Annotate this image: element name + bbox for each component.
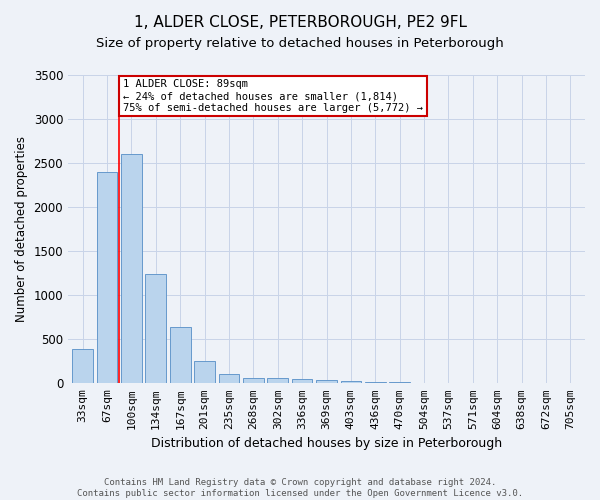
Bar <box>194 361 215 384</box>
Text: 1 ALDER CLOSE: 89sqm
← 24% of detached houses are smaller (1,814)
75% of semi-de: 1 ALDER CLOSE: 89sqm ← 24% of detached h… <box>123 80 423 112</box>
Bar <box>341 381 361 384</box>
Text: Contains HM Land Registry data © Crown copyright and database right 2024.
Contai: Contains HM Land Registry data © Crown c… <box>77 478 523 498</box>
Bar <box>97 172 118 384</box>
Bar <box>218 374 239 384</box>
Bar <box>268 378 288 384</box>
Bar <box>389 382 410 384</box>
Bar <box>145 274 166 384</box>
Bar <box>365 382 386 384</box>
X-axis label: Distribution of detached houses by size in Peterborough: Distribution of detached houses by size … <box>151 437 502 450</box>
Bar <box>170 327 191 384</box>
Bar <box>292 380 313 384</box>
Y-axis label: Number of detached properties: Number of detached properties <box>15 136 28 322</box>
Bar <box>73 349 93 384</box>
Bar <box>316 380 337 384</box>
Text: Size of property relative to detached houses in Peterborough: Size of property relative to detached ho… <box>96 38 504 51</box>
Bar <box>121 154 142 384</box>
Text: 1, ALDER CLOSE, PETERBOROUGH, PE2 9FL: 1, ALDER CLOSE, PETERBOROUGH, PE2 9FL <box>133 15 467 30</box>
Bar <box>243 378 264 384</box>
